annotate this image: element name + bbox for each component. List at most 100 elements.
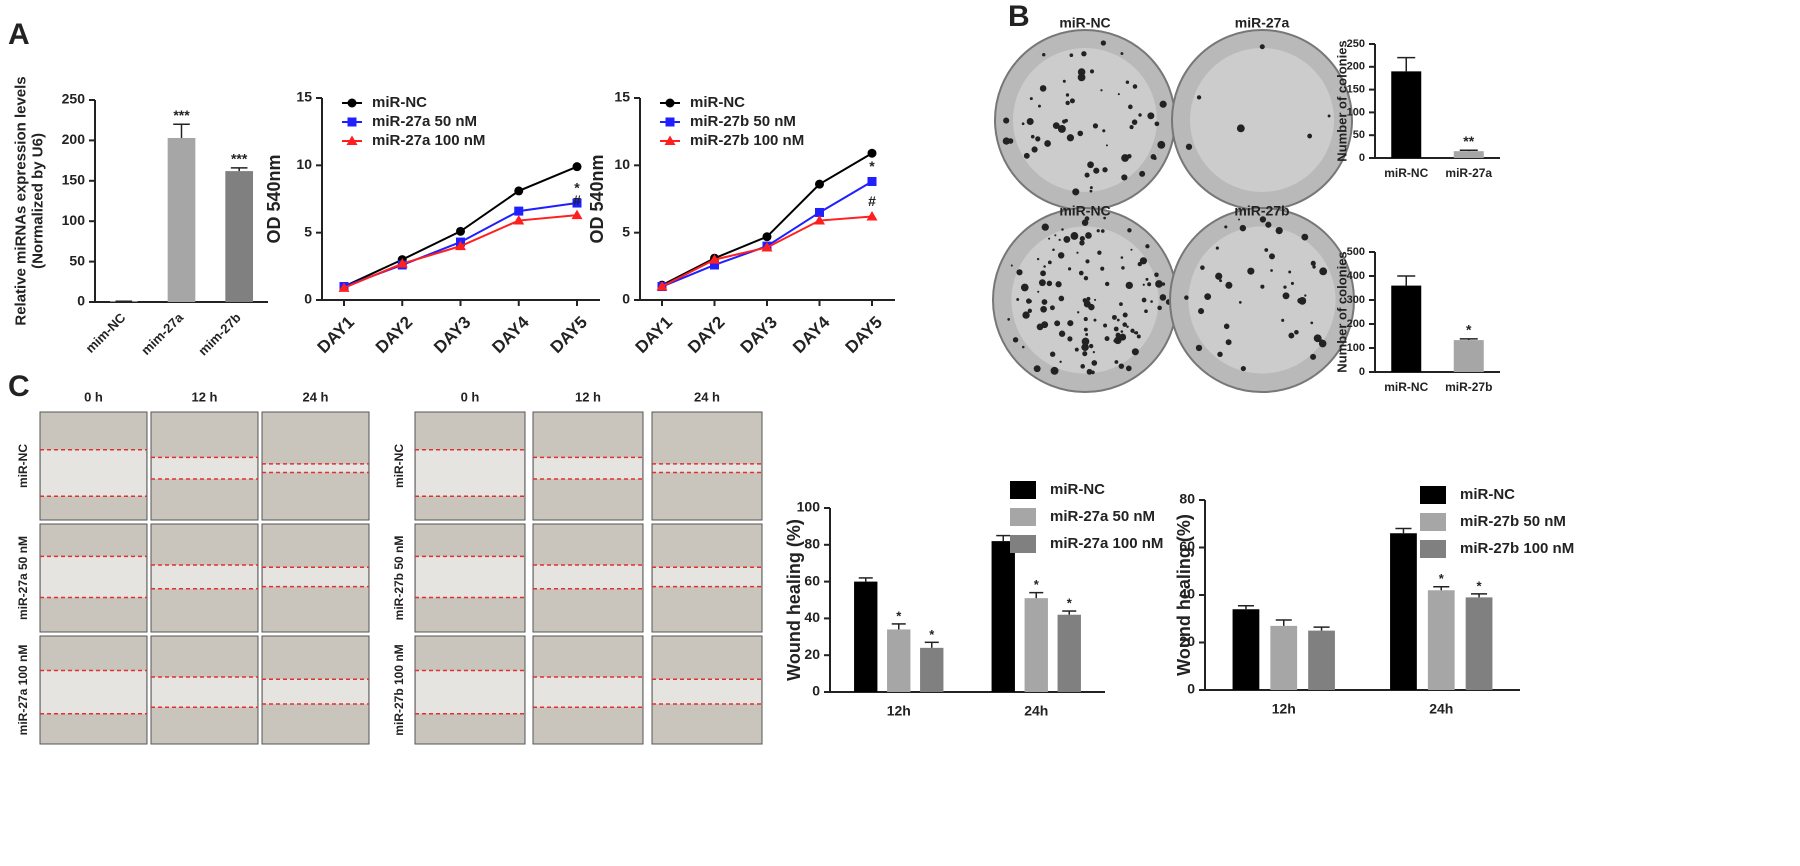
colony [1154, 272, 1159, 277]
colony [1288, 270, 1292, 274]
bar [887, 629, 911, 692]
x-tick-label: mim-27b [195, 310, 243, 358]
colony [1318, 339, 1327, 348]
legend-swatch [1420, 486, 1446, 504]
colony [1086, 296, 1091, 301]
y-tick-label: 0 [622, 291, 630, 307]
colony [1237, 218, 1240, 221]
colony [1204, 293, 1212, 301]
colony [1080, 364, 1086, 369]
plate-label: miR-27b [1234, 203, 1289, 219]
wound-gap [416, 670, 524, 714]
colony [1131, 348, 1139, 356]
marker [815, 179, 824, 189]
series-line [343, 165, 578, 288]
y-tick-label: 100 [1347, 106, 1365, 118]
wound-gap [416, 449, 524, 497]
significance: * [1466, 322, 1472, 338]
y-tick-label: 0 [1359, 152, 1365, 164]
row-label: miR-27b 100 nM [392, 644, 406, 735]
marker [514, 186, 524, 196]
wound-gap [41, 556, 146, 598]
x-tick-label: DAY5 [547, 313, 591, 357]
colony [1077, 311, 1080, 314]
y-tick-label: 10 [614, 156, 630, 172]
significance: * [1067, 595, 1073, 610]
marker [656, 281, 668, 291]
significance: * [929, 627, 935, 642]
colony [1223, 323, 1230, 330]
colony [1036, 257, 1040, 261]
wound-gap [263, 679, 368, 705]
colony [1063, 235, 1071, 243]
legend-swatch [1010, 481, 1036, 499]
plate-label: miR-NC [1059, 15, 1110, 31]
y-tick-label: 20 [1179, 633, 1195, 649]
colony [1104, 281, 1110, 287]
colony [1185, 143, 1193, 150]
y-tick-label: 200 [62, 131, 86, 147]
wound-gap [41, 449, 146, 497]
y-tick-label: 150 [1347, 84, 1365, 96]
y-tick-label: 100 [62, 212, 86, 228]
y-tick-label: 200 [1347, 61, 1365, 73]
colony [1157, 305, 1162, 311]
y-axis-label: Number of colonies [1334, 251, 1349, 372]
column-header: 24 h [302, 389, 328, 404]
colony [1003, 117, 1010, 124]
y-tick-label: 400 [1347, 270, 1365, 282]
colony [1072, 188, 1080, 196]
colony [1029, 97, 1033, 101]
bar [1427, 590, 1455, 690]
colony [1294, 329, 1299, 335]
colony [1039, 85, 1047, 92]
colony [1307, 133, 1313, 139]
colony [1042, 53, 1046, 57]
x-tick-label: DAY4 [789, 312, 834, 357]
y-tick-label: 0 [304, 291, 312, 307]
series-line [343, 214, 578, 289]
row-label: miR-27b 50 nM [392, 536, 406, 621]
colony [1132, 84, 1138, 89]
x-tick-label: DAY4 [488, 312, 533, 357]
colony [1082, 351, 1088, 357]
colony [1121, 154, 1129, 162]
colony [1041, 299, 1048, 305]
colony [1065, 93, 1070, 97]
colony [1120, 256, 1124, 259]
colony [1097, 250, 1102, 255]
colony [1066, 134, 1075, 142]
colony [1121, 266, 1125, 270]
y-tick-label: 0 [812, 683, 820, 699]
colony [1217, 351, 1223, 358]
colony [1026, 298, 1032, 304]
y-axis-label: OD 540nm [264, 154, 284, 243]
y-axis-label: Wound healing (%) [1174, 514, 1194, 676]
marker [514, 206, 524, 216]
column-header: 0 h [461, 389, 480, 404]
colony [1247, 267, 1255, 275]
colony [1088, 303, 1095, 311]
colony [1282, 292, 1290, 300]
colony [1038, 279, 1046, 287]
x-tick-label: DAY2 [684, 313, 728, 357]
colony [1236, 124, 1245, 133]
bar [854, 581, 878, 692]
y-tick-label: 5 [304, 223, 312, 239]
legend-label: miR-27b 100 nM [690, 132, 804, 149]
colony [1086, 368, 1093, 375]
colony [1116, 318, 1120, 322]
colony [1035, 136, 1041, 142]
y-tick-label: 20 [804, 646, 820, 662]
colony [1115, 332, 1121, 338]
colony [1089, 69, 1095, 74]
colony [1327, 114, 1331, 118]
colony [1184, 295, 1189, 300]
wound-gap [534, 457, 642, 479]
x-tick-label: DAY3 [430, 313, 474, 357]
colony [1091, 360, 1098, 366]
colony [1113, 339, 1117, 343]
colony [1127, 228, 1132, 233]
colony [1125, 281, 1133, 290]
